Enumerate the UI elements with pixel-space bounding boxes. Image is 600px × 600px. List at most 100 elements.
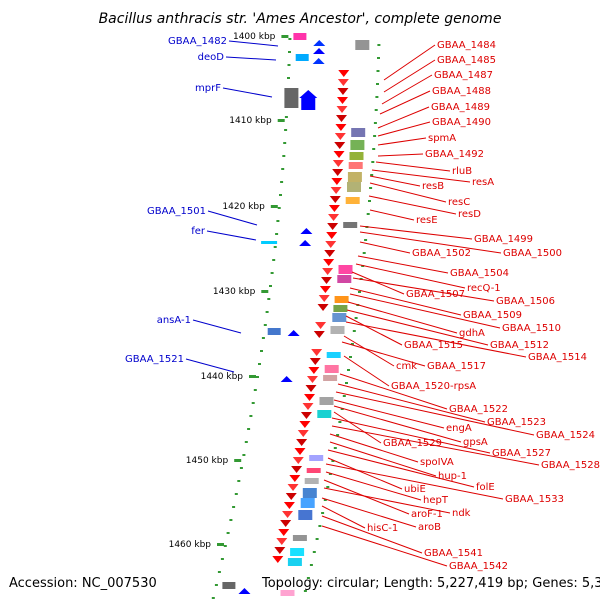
gene-arrow xyxy=(280,520,292,527)
protein-block xyxy=(306,468,321,473)
track-dot xyxy=(377,57,380,59)
track-dot xyxy=(354,317,358,319)
track-dot xyxy=(244,441,248,443)
ruler-tick xyxy=(249,375,256,378)
gene-block xyxy=(293,33,307,40)
gene-arrow xyxy=(311,349,323,356)
protein-block xyxy=(290,548,305,556)
ruler-tick xyxy=(261,290,269,293)
track-dot xyxy=(237,480,241,482)
track-dot xyxy=(260,350,263,352)
right-gene-label: GBAA_1500 xyxy=(503,248,562,259)
track-dot xyxy=(269,285,272,287)
gene-block xyxy=(295,54,309,61)
gene-arrow xyxy=(323,259,335,266)
track-dot xyxy=(373,135,377,137)
track-dot xyxy=(272,259,276,261)
gene-arrow xyxy=(313,48,326,54)
right-label-connector xyxy=(369,209,415,221)
track-dot xyxy=(273,246,277,248)
right-label-connector xyxy=(321,525,448,567)
gene-arrow xyxy=(318,295,330,302)
track-dot xyxy=(352,330,356,332)
right-label-connector xyxy=(343,355,390,387)
gene-arrow xyxy=(294,448,306,455)
gene-arrow xyxy=(333,151,345,158)
track-dot xyxy=(287,64,291,66)
gene-arrow xyxy=(308,367,320,374)
ruler-tick xyxy=(234,459,242,462)
track-dot xyxy=(247,428,251,430)
ruler-label: 1430 kbp xyxy=(213,287,256,297)
track-dot xyxy=(366,213,370,215)
protein-block xyxy=(347,182,361,192)
track-dot xyxy=(276,220,280,222)
right-label-connector xyxy=(346,309,489,346)
protein-block xyxy=(298,510,313,520)
track-dot xyxy=(326,486,330,488)
protein-block xyxy=(348,162,363,169)
track-dot xyxy=(258,363,261,365)
track-dot xyxy=(361,265,365,267)
topology-text: Topology: circular; Length: 5,227,419 bp… xyxy=(261,576,600,591)
feature-layer xyxy=(222,33,370,596)
gene-arrow xyxy=(304,394,316,401)
right-gene-label: GBAA_1517 xyxy=(427,361,486,372)
gene-arrow xyxy=(322,268,334,275)
protein-block xyxy=(304,478,319,484)
right-label-connector xyxy=(359,231,502,254)
right-label-connector xyxy=(325,463,504,500)
gene-arrow xyxy=(285,493,297,500)
right-label-connector xyxy=(377,121,431,137)
gene-arrow xyxy=(331,178,343,185)
left-gene-label: deoD xyxy=(198,52,225,63)
ruler-label: 1450 kbp xyxy=(186,456,229,466)
track-dot xyxy=(362,252,366,254)
right-gene-label: GBAA_1510 xyxy=(502,323,561,334)
ruler-label: 1420 kbp xyxy=(222,202,265,212)
gene-arrow xyxy=(274,547,286,554)
track-dot xyxy=(376,70,380,72)
right-gene-label: rluB xyxy=(452,166,472,177)
right-gene-label: GBAA_1529 xyxy=(383,438,442,449)
right-label-connector xyxy=(369,182,447,203)
track-dot xyxy=(283,142,287,144)
right-gene-label: GBAA_1502 xyxy=(412,248,471,259)
track-dot xyxy=(375,96,379,98)
protein-block xyxy=(317,410,332,418)
protein-block xyxy=(280,590,295,596)
right-gene-label: GBAA_1527 xyxy=(492,448,551,459)
gene-arrow xyxy=(329,196,341,203)
right-gene-label: GBAA_1520-rpsA xyxy=(391,381,476,392)
right-gene-label: GBAA_1490 xyxy=(432,117,491,128)
protein-block xyxy=(330,326,345,334)
track-dot xyxy=(284,116,288,118)
gene-arrow xyxy=(332,160,344,167)
protein-block xyxy=(287,558,302,566)
track-dot xyxy=(374,109,378,111)
left-label-connector xyxy=(185,358,235,373)
track-dot xyxy=(223,545,227,547)
gene-arrow xyxy=(291,466,303,473)
right-label-connector xyxy=(383,59,436,93)
right-label-connector xyxy=(333,399,445,429)
gene-arrow xyxy=(338,70,350,77)
track-dot xyxy=(318,525,322,527)
track-dot xyxy=(371,161,375,163)
gene-arrow xyxy=(305,385,317,392)
track-dot xyxy=(312,551,316,553)
right-gene-label: aroB xyxy=(418,522,441,533)
right-gene-label: GBAA_1489 xyxy=(431,102,490,113)
right-label-connector xyxy=(321,497,417,528)
gene-arrow xyxy=(317,304,329,311)
gene-arrow xyxy=(287,484,299,491)
right-label-connector xyxy=(321,505,366,529)
track-dot xyxy=(251,402,255,404)
right-label-connector xyxy=(383,44,436,81)
gene-arrow xyxy=(278,529,290,536)
left-label-connector xyxy=(222,87,273,98)
track-dot xyxy=(220,558,224,560)
protein-block xyxy=(333,305,348,312)
